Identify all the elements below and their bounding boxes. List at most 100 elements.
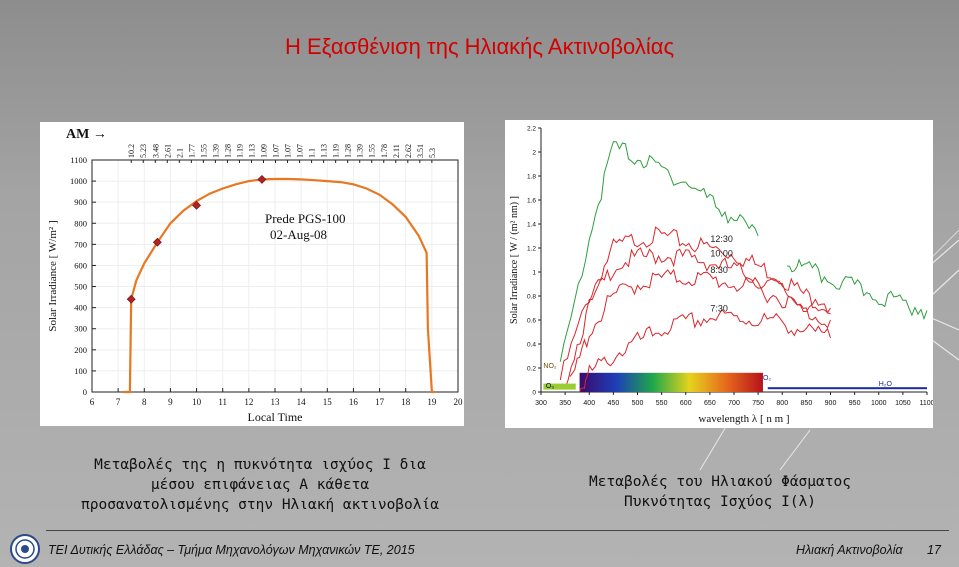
left-caption-line: προσανατολισμένης στην Ηλιακή ακτινοβολί… xyxy=(81,497,439,513)
solar-spectrum-chart: 300 350 400 450 500 550 600 650 700 750 800 850 900 9… xyxy=(509,126,933,426)
y-tick-label: 0.2 xyxy=(527,366,536,373)
series-time-label: 10:00 xyxy=(710,248,733,258)
x-tick-label: 10 xyxy=(192,397,202,407)
absorption-label: O₂ xyxy=(763,375,771,382)
x-tick-label: 7 xyxy=(116,397,121,407)
x-tick-label: 450 xyxy=(608,400,620,407)
top-tick-label: 1.07 xyxy=(272,144,281,158)
top-tick-label: 1.09 xyxy=(259,144,268,158)
x-tick-label: 700 xyxy=(728,400,740,407)
y-tick-label: 900 xyxy=(74,197,87,207)
x-tick-label: 650 xyxy=(704,400,716,407)
series-time-label: 7:30 xyxy=(710,304,728,314)
x-tick-label: 16 xyxy=(349,397,359,407)
top-tick-label: 1.39 xyxy=(211,144,220,158)
y-tick-label: 200 xyxy=(74,345,87,355)
data-marker xyxy=(192,200,201,210)
top-tick-label: 2.1 xyxy=(175,148,184,158)
x-tick-label: 300 xyxy=(535,400,547,407)
right-chart-panel: 300 350 400 450 500 550 600 650 700 750 800 850 900 9… xyxy=(505,120,933,428)
extraterrestrial-spectrum-line xyxy=(559,141,759,362)
x-tick-label: 13 xyxy=(271,397,281,407)
footer-divider xyxy=(46,530,949,531)
top-tick-label: 1.55 xyxy=(199,144,208,158)
y-axis-label: Solar Irradiance [ W / (m² nm) ] xyxy=(509,196,520,324)
top-tick-label: 1.39 xyxy=(356,144,365,158)
y-tick-label: 500 xyxy=(74,282,87,292)
air-mass-label: AM → xyxy=(66,127,107,142)
y-tick-label: 300 xyxy=(74,324,87,334)
x-tick-label: 8 xyxy=(142,397,147,407)
top-tick-label: 1.78 xyxy=(380,144,389,158)
x-tick-label: 800 xyxy=(776,400,788,407)
y-tick-label: 1.6 xyxy=(527,198,536,205)
x-tick-label: 19 xyxy=(427,397,437,407)
x-axis-label: Local Time xyxy=(247,410,302,424)
x-tick-label: 14 xyxy=(297,397,307,407)
footer-institution: ΤΕΙ Δυτικής Ελλάδας – Τμήμα Μηχανολόγων … xyxy=(48,543,415,557)
y-tick-label: 800 xyxy=(74,218,87,228)
top-tick-label: 5.23 xyxy=(139,144,148,158)
top-tick-label: 1.55 xyxy=(368,144,377,158)
irradiance-time-chart: 6 7 8 9 10 11 12 13 14 15 16 17 18 19 2001002003004005… xyxy=(47,127,464,424)
y-tick-label: 600 xyxy=(74,260,87,270)
x-tick-label: 400 xyxy=(583,400,595,407)
top-tick-label: 1.1 xyxy=(308,148,317,158)
y-tick-label: 0.8 xyxy=(527,294,536,301)
y-tick-label: 2 xyxy=(532,150,536,157)
x-tick-label: 9 xyxy=(168,397,173,407)
y-tick-label: 1.2 xyxy=(527,246,536,253)
left-caption-line: Μεταβολές της η πυκνότητα ισχύος I δια xyxy=(94,457,426,473)
top-tick-label: 2.61 xyxy=(163,144,172,158)
x-tick-label: 20 xyxy=(454,397,464,407)
y-tick-label: 1100 xyxy=(70,155,87,165)
left-caption-line: μέσου επιφάνειας Α κάθετα xyxy=(150,477,370,493)
x-tick-label: 17 xyxy=(375,397,385,407)
annotation-instrument: Prede PGS-100 xyxy=(265,211,346,226)
top-tick-label: 1.07 xyxy=(296,144,305,158)
ozone-band xyxy=(543,383,576,390)
ground-spectrum-line xyxy=(569,268,831,377)
top-tick-label: 1.77 xyxy=(187,144,196,158)
x-tick-label: 11 xyxy=(218,397,227,407)
y-tick-label: 0.6 xyxy=(527,318,536,325)
right-caption-line: Πυκνότητας Ισχύος I(λ) xyxy=(623,494,817,510)
data-marker xyxy=(126,294,136,304)
x-tick-label: 18 xyxy=(401,397,411,407)
x-axis-label: wavelength λ [ n m ] xyxy=(698,413,789,425)
top-tick-label: 1.07 xyxy=(284,144,293,158)
x-tick-label: 350 xyxy=(559,400,571,407)
absorption-band xyxy=(767,387,927,390)
x-tick-label: 1050 xyxy=(895,400,911,407)
y-tick-label: 100 xyxy=(74,366,87,376)
seal-emblem-icon xyxy=(15,539,35,559)
right-caption: Μεταβολές του Ηλιακού Φάσματος Πυκνότητα… xyxy=(540,472,900,512)
x-tick-label: 15 xyxy=(323,397,333,407)
y-tick-label: 400 xyxy=(74,303,87,313)
top-tick-label: 5.3 xyxy=(428,148,437,158)
top-tick-label: 3.48 xyxy=(151,144,160,158)
extraterrestrial-spectrum-line xyxy=(787,258,928,321)
series-time-label: 8:30 xyxy=(710,265,728,275)
visible-spectrum-band xyxy=(579,372,763,392)
y-tick-label: 0.4 xyxy=(527,342,536,349)
top-tick-label: 1.19 xyxy=(235,144,244,158)
top-tick-label: 1.13 xyxy=(320,144,329,158)
absorption-label: O₃ xyxy=(546,383,554,390)
left-caption: Μεταβολές της η πυκνότητα ισχύος I δια μ… xyxy=(40,455,480,515)
y-tick-label: 1.4 xyxy=(527,222,536,229)
top-tick-label: 2.62 xyxy=(404,144,413,158)
series-time-label: 12:30 xyxy=(710,234,733,244)
data-marker xyxy=(152,237,162,247)
x-tick-label: 500 xyxy=(632,400,644,407)
x-tick-label: 550 xyxy=(656,400,668,407)
top-tick-label: 1.13 xyxy=(247,144,256,158)
x-tick-label: 600 xyxy=(680,400,692,407)
x-tick-label: 1000 xyxy=(871,400,887,407)
x-tick-label: 12 xyxy=(244,397,253,407)
data-marker xyxy=(257,174,267,184)
x-tick-label: 1100 xyxy=(919,400,933,407)
y-tick-label: 0 xyxy=(532,390,536,397)
right-caption-line: Μεταβολές του Ηλιακού Φάσματος xyxy=(589,474,851,490)
y-tick-label: 700 xyxy=(74,239,87,249)
